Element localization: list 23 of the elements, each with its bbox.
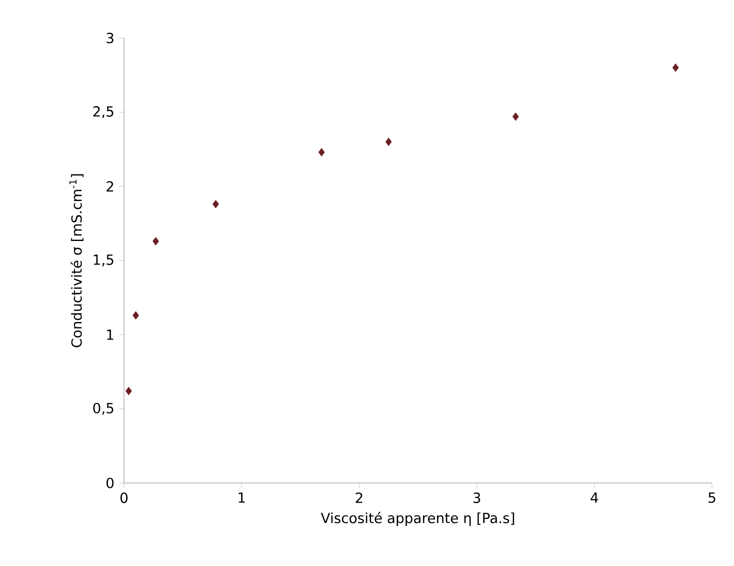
y-axis-title: Conductivité σ [mS.cm$^{-1}$] [69,174,84,348]
y-tick-label: 1 [107,330,114,340]
x-tick-label: 2 [356,492,362,503]
point [385,138,392,146]
x-tick-label: 5 [708,492,716,503]
x-tick-label: 4 [590,492,598,503]
y-tick-label: 2 [106,181,114,192]
x-tick-label: 3 [473,492,480,504]
point [126,386,132,396]
point [672,63,679,72]
x-tick-label: 1 [238,492,245,503]
y-tick-label: 0,5 [93,402,114,415]
x-axis-title: Viscosité apparente η [Pa.s] [320,512,514,526]
point [512,112,519,121]
y-tick-label: 3 [106,32,114,44]
x-tick-label: 0 [120,492,128,504]
point [318,148,325,156]
y-tick-label: 2,5 [93,106,114,118]
point [152,237,159,246]
point [132,311,139,320]
y-tick-label: 0 [106,478,114,488]
point [212,200,219,208]
y-tick-label: 1,5 [94,254,114,266]
